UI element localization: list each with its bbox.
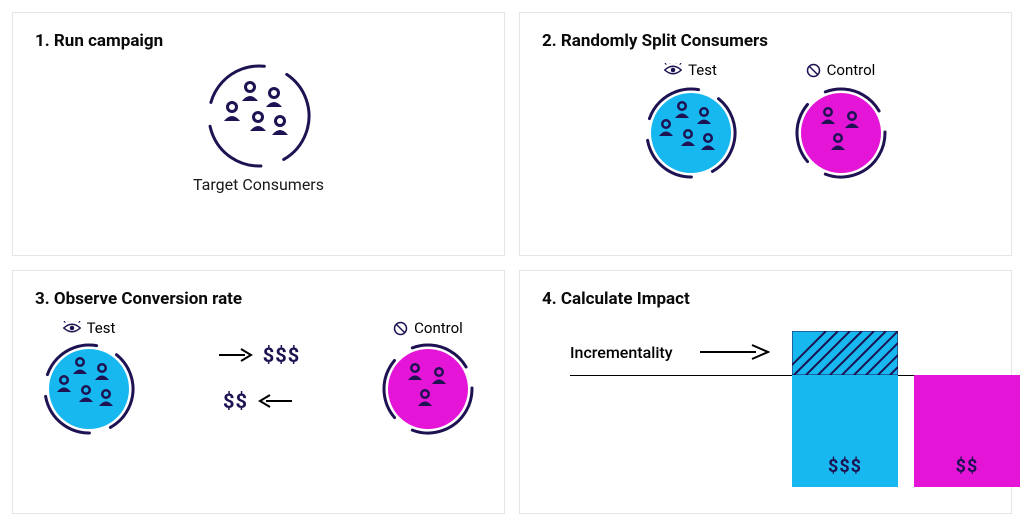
- control-disc: [388, 349, 468, 429]
- impact-chart: Incrementality: [542, 317, 989, 487]
- card-title: 2. Randomly Split Consumers: [542, 31, 989, 51]
- test-money-row: $$$: [217, 343, 300, 367]
- card-split-consumers: 2. Randomly Split Consumers Test: [519, 12, 1012, 256]
- control-ring: [793, 85, 889, 181]
- arrow-left-icon: [258, 393, 294, 409]
- test-group: Test: [41, 319, 137, 437]
- control-label-row: Control: [806, 61, 876, 79]
- target-caption: Target Consumers: [35, 175, 482, 194]
- card-body: Target Consumers: [35, 61, 482, 194]
- control-label-row: Control: [393, 319, 463, 337]
- hatch-pattern: [792, 331, 898, 375]
- test-ring: [643, 85, 739, 181]
- target-ring: [204, 61, 314, 171]
- bar-control: $$: [914, 375, 1020, 487]
- card-body: Test: [35, 319, 482, 437]
- card-calculate-impact: 4. Calculate Impact Incrementality: [519, 270, 1012, 514]
- prohibit-icon: [393, 321, 408, 336]
- control-label: Control: [827, 61, 876, 79]
- card-run-campaign: 1. Run campaign: [12, 12, 505, 256]
- prohibit-icon: [806, 63, 821, 78]
- control-disc: [801, 93, 881, 173]
- people-icon: [49, 349, 129, 429]
- incrementality-label: Incrementality: [570, 343, 673, 362]
- card-body: Test: [542, 61, 989, 181]
- test-ring: [41, 341, 137, 437]
- test-money: $$$: [263, 343, 300, 367]
- money-flows: $$$ $$: [217, 343, 300, 413]
- card-title: 3. Observe Conversion rate: [35, 289, 482, 309]
- bar-control-label: $$: [956, 456, 979, 477]
- eye-icon: [664, 63, 682, 77]
- infographic-grid: 1. Run campaign: [12, 12, 1012, 514]
- card-observe-conversion: 3. Observe Conversion rate Test: [12, 270, 505, 514]
- control-label: Control: [414, 319, 463, 337]
- test-group: Test: [643, 61, 739, 181]
- people-icon: [651, 93, 731, 173]
- heads-group: [214, 71, 304, 161]
- test-label: Test: [87, 319, 116, 337]
- control-group: Control: [793, 61, 889, 181]
- test-label-row: Test: [664, 61, 717, 79]
- test-disc: [49, 349, 129, 429]
- control-money: $$: [223, 389, 248, 413]
- hatched-incrementality: [792, 331, 898, 375]
- bar-test: $$$: [792, 375, 898, 487]
- control-ring: [380, 341, 476, 437]
- people-icon: [801, 93, 881, 173]
- arrow-right-icon: [698, 343, 770, 361]
- control-group: Control: [380, 319, 476, 437]
- test-label-row: Test: [63, 319, 116, 337]
- control-money-row: $$: [223, 389, 294, 413]
- test-disc: [651, 93, 731, 173]
- eye-icon: [63, 321, 81, 335]
- test-label: Test: [688, 61, 717, 79]
- people-icon: [388, 349, 468, 429]
- axis-line: [570, 375, 969, 376]
- bar-test-label: $$$: [828, 456, 862, 477]
- arrow-right-icon: [217, 347, 253, 363]
- card-title: 4. Calculate Impact: [542, 289, 989, 309]
- card-title: 1. Run campaign: [35, 31, 482, 51]
- people-icon: [214, 71, 304, 161]
